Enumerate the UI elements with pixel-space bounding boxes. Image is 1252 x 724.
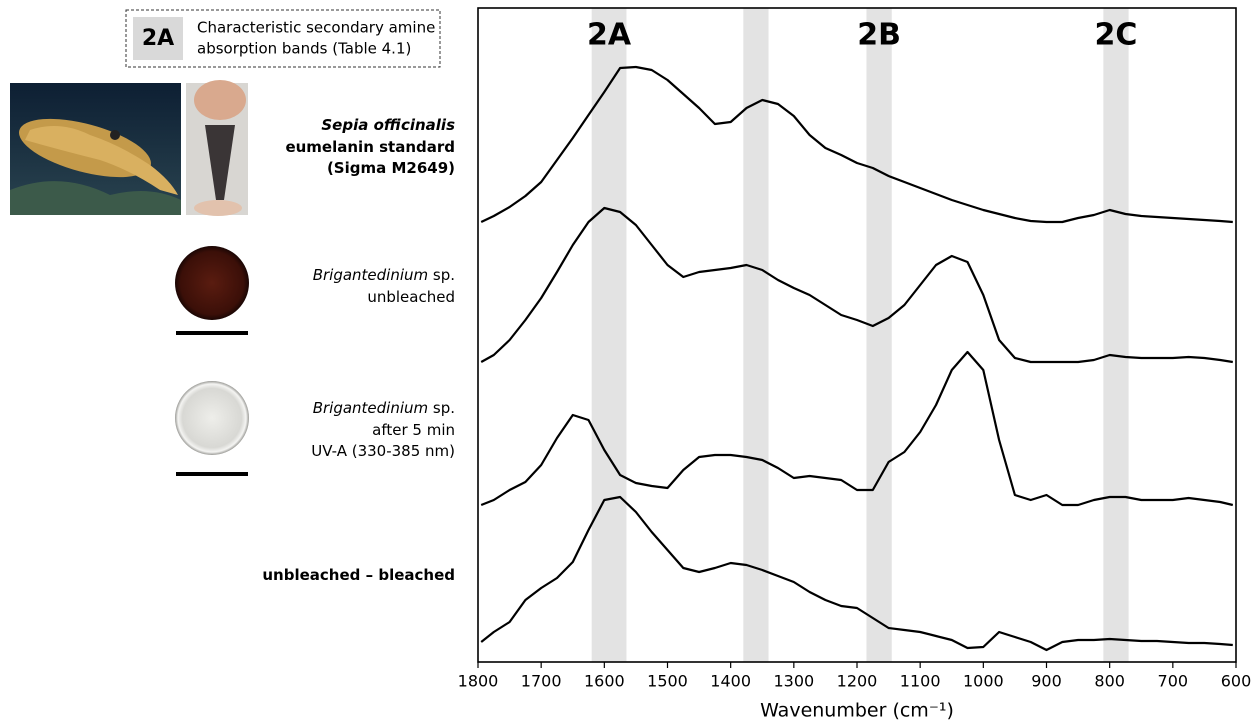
bands [592, 8, 1129, 662]
x-axis-label: Wavenumber (cm⁻¹) [760, 700, 954, 722]
band-label: 2A [587, 18, 632, 53]
series-label-part: sp. [428, 399, 455, 417]
x-tick-label: 600 [1221, 672, 1252, 691]
series-label: unbleached – bleached [262, 566, 455, 584]
series-label-part: Sepia officinalis [321, 116, 455, 134]
x-tick-label: 1800 [458, 672, 499, 691]
series-label: unbleached [367, 288, 455, 306]
cyst-bleached [175, 381, 249, 455]
note-key: 2A [142, 26, 174, 51]
series-label-part: Brigantedinium [313, 266, 428, 284]
series-label: Sepia officinalis [321, 116, 455, 134]
x-tick-label: 1200 [837, 672, 878, 691]
x-tick-label: 800 [1094, 672, 1125, 691]
series-label: (Sigma M2649) [327, 159, 455, 177]
x-tick-label: 700 [1158, 672, 1189, 691]
band [1103, 8, 1128, 662]
band [866, 8, 891, 662]
cuttlefish-photo [10, 83, 181, 215]
x-tick-label: 1600 [584, 672, 625, 691]
series-label: Brigantedinium sp. [313, 399, 455, 417]
series-label: UV-A (330-385 nm) [311, 442, 455, 460]
band-label: 2C [1095, 18, 1138, 53]
x-tick-label: 1100 [900, 672, 941, 691]
band [592, 8, 627, 662]
series-label: Brigantedinium sp. [313, 266, 455, 284]
series-label-part: Brigantedinium [313, 399, 428, 417]
note-text: Characteristic secondary amine [197, 19, 435, 37]
series-label-part: UV-A (330-385 nm) [311, 442, 455, 460]
tube-photo [186, 80, 248, 216]
series-label-part: eumelanin standard [285, 138, 455, 156]
x-tick-label: 900 [1031, 672, 1062, 691]
chart: 2A Characteristic secondary amine absorp… [0, 0, 1252, 724]
series-label-part: after 5 min [372, 421, 455, 439]
note-text: absorption bands (Table 4.1) [197, 40, 411, 58]
band-label: 2B [857, 18, 901, 53]
band [743, 8, 768, 662]
series-label: eumelanin standard [285, 138, 455, 156]
x-tick-label: 1500 [647, 672, 688, 691]
series-label-part: unbleached [367, 288, 455, 306]
x-tick-label: 1000 [963, 672, 1004, 691]
series-label: after 5 min [372, 421, 455, 439]
series-label-part: unbleached – bleached [262, 566, 455, 584]
x-tick-label: 1400 [710, 672, 751, 691]
x-tick-label: 1300 [773, 672, 814, 691]
series-label-part: (Sigma M2649) [327, 159, 455, 177]
x-tick-label: 1700 [521, 672, 562, 691]
cyst-unbleached [175, 246, 249, 320]
series-label-part: sp. [428, 266, 455, 284]
